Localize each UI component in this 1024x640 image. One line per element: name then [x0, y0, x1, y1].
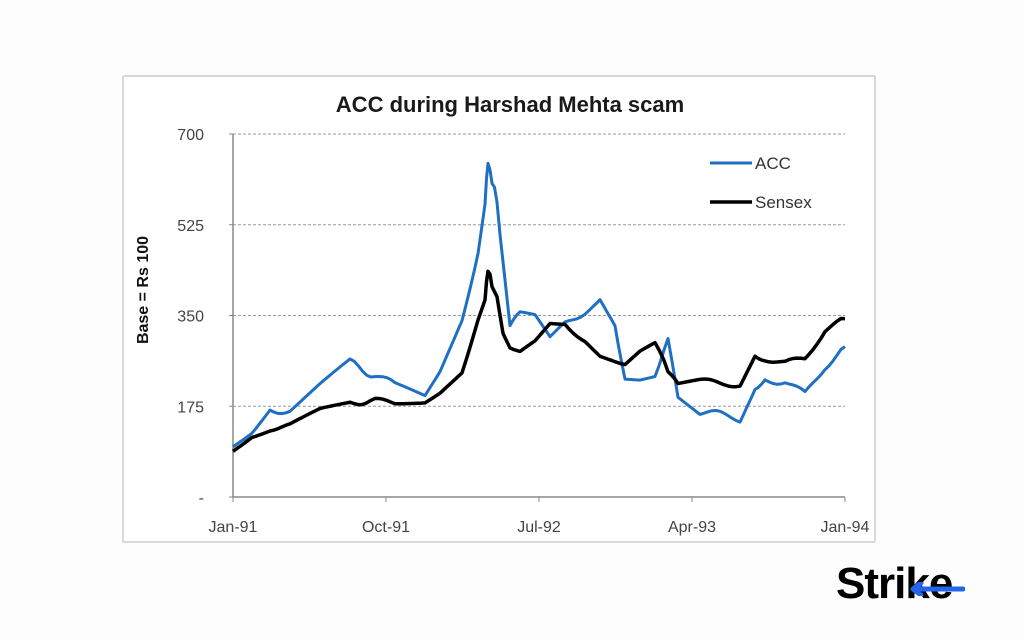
- x-tick-label: Jul-92: [517, 519, 561, 536]
- legend-sensex-label: Sensex: [755, 193, 812, 212]
- y-tick-label: 525: [177, 218, 204, 235]
- y-tick-label: 350: [177, 309, 204, 326]
- logo-text-accent: ke: [905, 558, 966, 610]
- y-tick-label: 175: [177, 399, 204, 416]
- x-tick-label: Jan-91: [209, 519, 258, 536]
- y-axis-ticks: - 175 350 525 700: [177, 127, 233, 507]
- x-axis-ticks: Jan-91 Oct-91 Jul-92 Apr-93 Jan-94: [209, 497, 870, 536]
- sensex-line: [231, 269, 846, 453]
- arrow-icon: [910, 582, 966, 596]
- y-tick-label: 700: [177, 127, 204, 144]
- y-tick-label: -: [199, 490, 204, 507]
- series-lines: [231, 161, 846, 453]
- x-tick-label: Apr-93: [668, 519, 716, 536]
- strike-logo: Strike: [836, 558, 966, 610]
- legend: ACC Sensex: [710, 154, 812, 212]
- legend-acc-label: ACC: [755, 154, 791, 173]
- logo-text-main: Stri: [836, 559, 906, 608]
- gridlines: [233, 133, 845, 407]
- chart-title: ACC during Harshad Mehta scam: [336, 92, 684, 117]
- x-tick-label: Oct-91: [362, 519, 410, 536]
- acc-line: [232, 161, 846, 448]
- x-tick-label: Jan-94: [821, 519, 870, 536]
- y-axis-label: Base = Rs 100: [135, 236, 152, 344]
